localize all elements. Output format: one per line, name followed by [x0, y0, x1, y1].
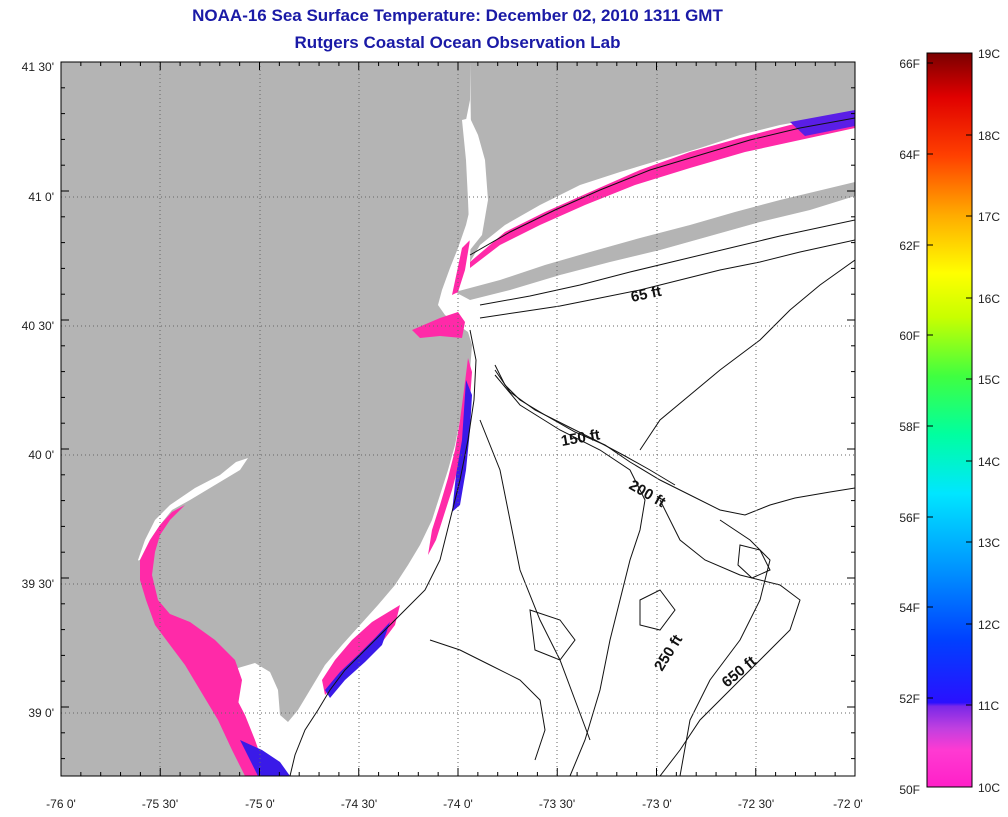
colorbar-f-label: 58F [899, 420, 920, 434]
contour-ridge4 [737, 544, 771, 579]
longitude-labels: -76 0' -75 30' -75 0' -74 30' -74 0' -73… [46, 797, 863, 811]
cape-may-blue [240, 740, 290, 776]
lat-label: 39 0' [28, 706, 54, 720]
lon-label: -72 0' [833, 797, 863, 811]
contour-ridge1 [429, 639, 546, 761]
latitude-labels: 41 30' 41 0' 40 30' 40 0' 39 30' 39 0' [22, 60, 54, 720]
lon-label: -72 30' [738, 797, 774, 811]
colorbar-f-label: 60F [899, 329, 920, 343]
colorbar-celsius-labels: 19C 18C 17C 16C 15C 14C 13C 12C 11C 10C [978, 47, 1000, 795]
colorbar-f-label: 64F [899, 148, 920, 162]
contour-200ft [494, 369, 676, 486]
graticule [61, 62, 855, 776]
colorbar-f-label: 66F [899, 57, 920, 71]
lon-label: -76 0' [46, 797, 76, 811]
colorbar-ticks [927, 52, 972, 788]
lat-label: 41 30' [22, 60, 54, 74]
colorbar-c-label: 19C [978, 47, 1000, 61]
sound-white [690, 162, 830, 205]
colorbar-c-label: 17C [978, 210, 1000, 224]
contour-250ft [494, 374, 646, 776]
colorbar-c-label: 13C [978, 536, 1000, 550]
land-long-island [455, 182, 855, 300]
lon-label: -74 0' [443, 797, 473, 811]
hudson-river [452, 240, 470, 295]
colorbar-c-label: 11C [978, 699, 999, 713]
colorbar-c-label: 14C [978, 455, 1000, 469]
contour-mid [479, 419, 591, 741]
colorbar-c-label: 10C [978, 781, 1000, 795]
lon-label: -74 30' [341, 797, 377, 811]
contour-ridge3 [639, 589, 676, 631]
colorbar-f-label: 62F [899, 239, 920, 253]
map-subtitle: Rutgers Coastal Ocean Observation Lab [294, 33, 621, 52]
colorbar-c-label: 12C [978, 618, 1000, 632]
lat-label: 40 0' [28, 448, 54, 462]
delaware-bay-lower [160, 610, 242, 705]
land-mainland [61, 62, 472, 776]
lon-label: -73 0' [642, 797, 672, 811]
contour-shelf-edge [639, 259, 855, 451]
contour-label-150ft: 150 ft [560, 426, 602, 450]
contour-ridge2 [529, 609, 576, 661]
colorbar-fahrenheit-labels: 66F 64F 62F 60F 58F 56F 54F 52F 50F [899, 57, 920, 797]
ny-harbor [412, 312, 465, 338]
lat-label: 39 30' [22, 577, 54, 591]
lon-label: -75 30' [142, 797, 178, 811]
delaware-bay [140, 505, 262, 776]
colorbar-c-label: 18C [978, 129, 1000, 143]
lon-label: -73 30' [539, 797, 575, 811]
hudson-white [462, 118, 488, 250]
nj-coastal-band-blue [452, 380, 472, 512]
lon-label: -75 0' [245, 797, 275, 811]
lat-label: 40 30' [22, 319, 54, 333]
long-island-sound-blue [790, 110, 855, 136]
land-connecticut [470, 62, 855, 262]
colorbar-c-label: 15C [978, 373, 1000, 387]
axis-ticks [60, 61, 856, 776]
contour-65ft [479, 239, 855, 319]
contour-li-south [479, 219, 855, 306]
colorbar [926, 52, 973, 788]
bathymetry-contours [289, 117, 855, 776]
colorbar-f-label: 52F [899, 692, 920, 706]
colorbar-f-label: 54F [899, 601, 920, 615]
colorbar-f-label: 50F [899, 783, 920, 797]
nj-coastal-band [428, 358, 472, 555]
contour-ct [469, 117, 855, 256]
lat-label: 41 0' [28, 190, 54, 204]
map-title: NOAA-16 Sea Surface Temperature: Decembe… [192, 6, 723, 25]
colorbar-c-label: 16C [978, 292, 1000, 306]
contour-650ft [659, 499, 801, 776]
colorbar-f-label: 56F [899, 511, 920, 525]
contour-label-65ft: 65 ft [629, 283, 663, 306]
contour-coast [289, 329, 477, 776]
